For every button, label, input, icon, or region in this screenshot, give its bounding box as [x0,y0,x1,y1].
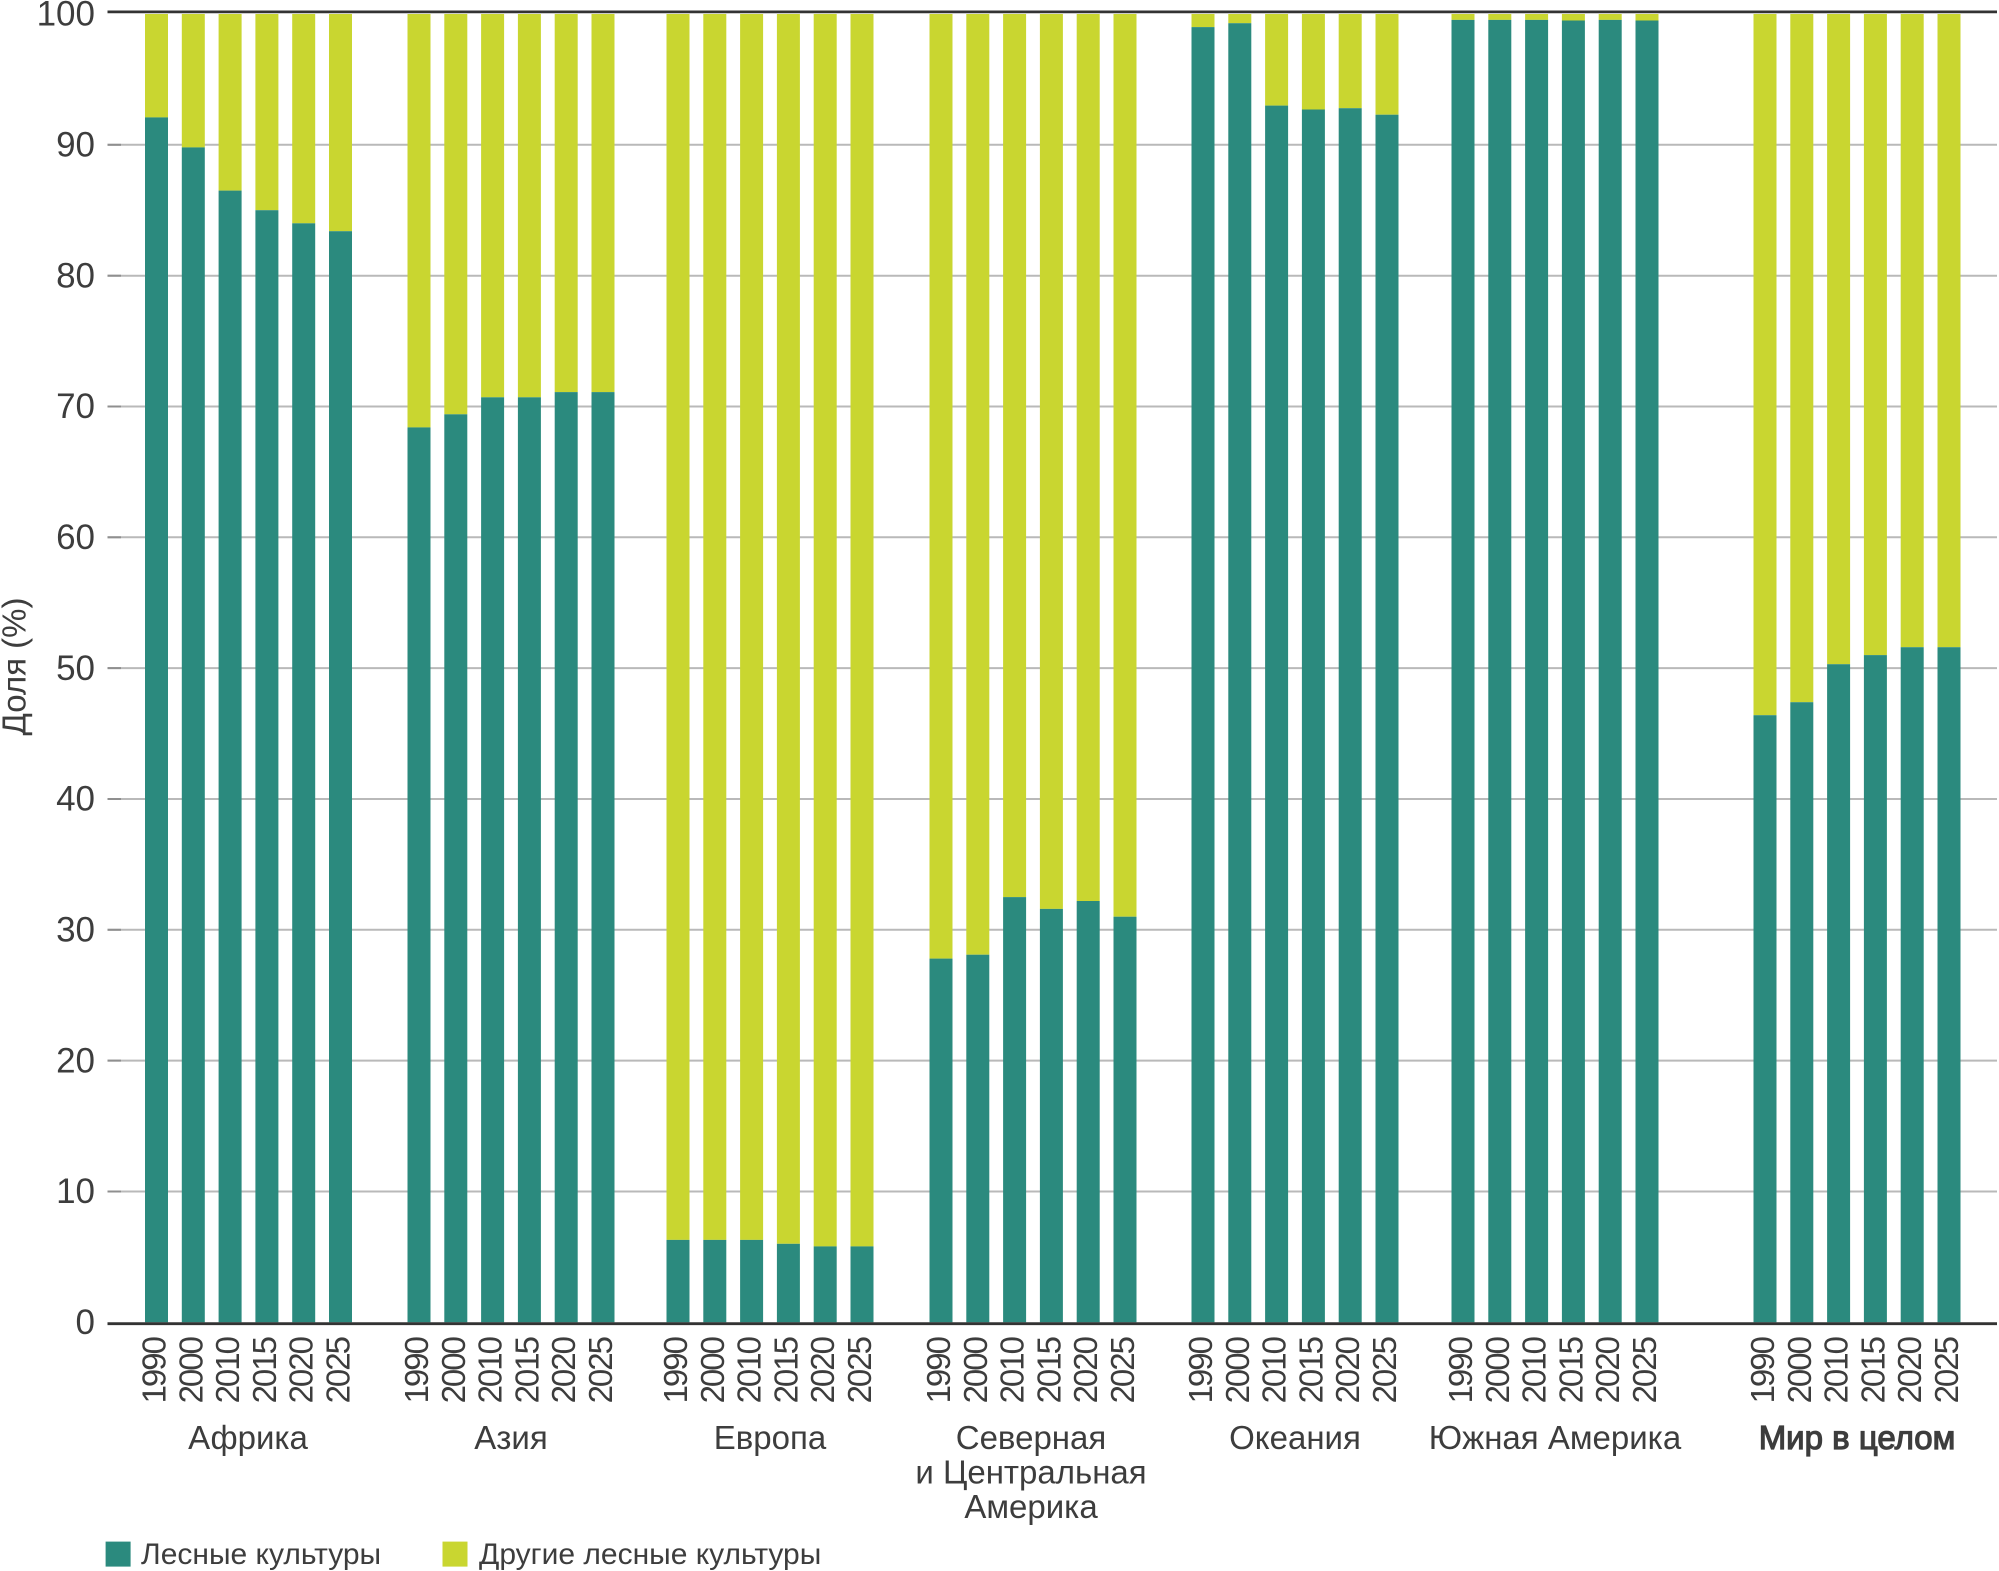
svg-text:100: 100 [37,0,95,34]
svg-text:1990: 1990 [398,1336,435,1403]
svg-text:2025: 2025 [582,1337,619,1403]
svg-text:70: 70 [56,387,95,426]
svg-text:20: 20 [56,1041,95,1080]
svg-text:Океания: Океания [1229,1419,1361,1456]
svg-text:Мир в целом: Мир в целом [1759,1419,1956,1456]
svg-text:2020: 2020 [545,1336,582,1403]
svg-text:2020: 2020 [1067,1336,1104,1403]
svg-text:2015: 2015 [1854,1337,1891,1403]
svg-text:2020: 2020 [283,1336,320,1403]
svg-text:Европа: Европа [714,1419,827,1456]
svg-text:2025: 2025 [1928,1337,1965,1403]
svg-text:2000: 2000 [1219,1336,1256,1403]
svg-text:90: 90 [56,126,95,165]
svg-text:2000: 2000 [694,1336,731,1403]
svg-text:30: 30 [56,911,95,950]
svg-text:2015: 2015 [1552,1337,1589,1403]
svg-text:Лесные культуры: Лесные культуры [141,1538,381,1571]
svg-text:2010: 2010 [731,1336,768,1403]
svg-text:60: 60 [56,518,95,557]
svg-text:2025: 2025 [1366,1337,1403,1403]
svg-text:2020: 2020 [1891,1336,1928,1403]
svg-text:2025: 2025 [1104,1337,1141,1403]
svg-text:10: 10 [56,1172,95,1211]
svg-text:Другие лесные культуры: Другие лесные культуры [479,1538,821,1571]
svg-text:2020: 2020 [1329,1336,1366,1403]
svg-text:1990: 1990 [1182,1336,1219,1403]
svg-text:2015: 2015 [767,1337,804,1403]
svg-text:Африка: Африка [188,1419,308,1456]
svg-text:и Центральная: и Центральная [915,1454,1146,1491]
svg-text:2010: 2010 [209,1336,246,1403]
svg-text:Южная Америка: Южная Америка [1429,1419,1682,1456]
svg-text:2000: 2000 [1479,1336,1516,1403]
svg-text:2020: 2020 [1589,1336,1626,1403]
svg-text:1990: 1990 [136,1336,173,1403]
svg-text:2015: 2015 [1030,1337,1067,1403]
svg-text:1990: 1990 [1744,1336,1781,1403]
svg-text:2000: 2000 [435,1336,472,1403]
svg-text:2010: 2010 [472,1336,509,1403]
svg-text:2025: 2025 [841,1337,878,1403]
svg-text:2010: 2010 [1818,1336,1855,1403]
svg-text:1990: 1990 [920,1336,957,1403]
svg-text:50: 50 [56,649,95,688]
svg-text:2010: 2010 [1256,1336,1293,1403]
svg-text:2000: 2000 [172,1336,209,1403]
svg-text:2025: 2025 [1626,1337,1663,1403]
svg-text:Северная: Северная [956,1419,1107,1456]
svg-text:2000: 2000 [957,1336,994,1403]
svg-text:2010: 2010 [1516,1336,1553,1403]
svg-text:0: 0 [76,1303,95,1342]
svg-text:Америка: Америка [964,1488,1098,1525]
svg-text:2015: 2015 [1292,1337,1329,1403]
svg-text:2010: 2010 [994,1336,1031,1403]
svg-text:Доля (%): Доля (%) [0,598,33,736]
svg-text:Азия: Азия [474,1419,547,1456]
svg-text:2015: 2015 [246,1337,283,1403]
svg-text:1990: 1990 [1442,1336,1479,1403]
svg-text:2020: 2020 [804,1336,841,1403]
svg-text:2000: 2000 [1781,1336,1818,1403]
svg-text:1990: 1990 [657,1336,694,1403]
svg-text:2015: 2015 [508,1337,545,1403]
svg-text:80: 80 [56,256,95,295]
svg-text:40: 40 [56,780,95,819]
svg-text:2025: 2025 [320,1337,357,1403]
